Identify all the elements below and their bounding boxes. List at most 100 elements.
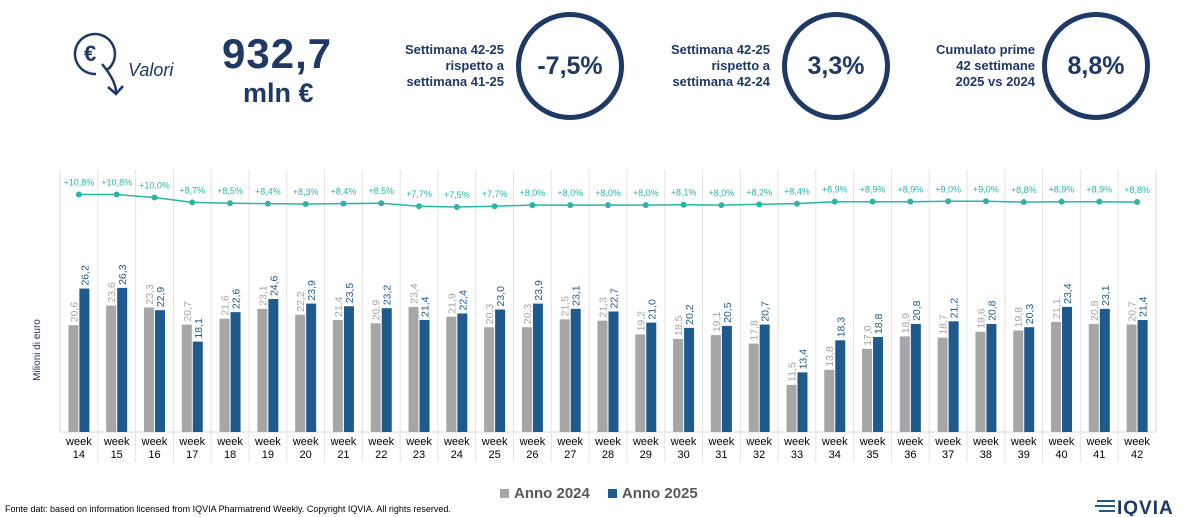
category-label-number: 42 (1131, 449, 1143, 461)
category-label-number: 23 (413, 449, 425, 461)
bar-2025 (608, 311, 619, 432)
bar-label-2025: 22,9 (155, 287, 167, 308)
bar-2025 (230, 312, 241, 432)
trend-label: +8,9% (822, 185, 848, 195)
trend-label: +8,9% (860, 185, 886, 195)
trend-point (227, 200, 234, 207)
bar-label-2024: 21,6 (220, 295, 232, 316)
category-label-word: week (65, 436, 92, 448)
category-label-number: 26 (526, 449, 538, 461)
trend-label: +8,0% (520, 188, 546, 198)
trend-point (491, 203, 498, 210)
bar-2025 (117, 287, 128, 432)
trend-point (1020, 199, 1027, 206)
bar-label-2024: 20,6 (68, 302, 80, 323)
bar-label-2025: 23,1 (1100, 285, 1112, 306)
bar-2025 (495, 309, 506, 432)
bar-label-2025: 20,3 (1024, 304, 1036, 325)
trend-label: +8,8% (1124, 185, 1150, 195)
category-label-word: week (481, 436, 508, 448)
category-label-number: 39 (1018, 449, 1030, 461)
trend-label: +7,7% (406, 189, 432, 199)
bar-2025 (457, 313, 468, 432)
legend-item-2024: Anno 2024 (500, 485, 590, 502)
valori-label: Valori (128, 60, 174, 80)
bar-label-2024: 23,4 (409, 283, 421, 304)
y-axis-label: Milioni di euro (32, 319, 43, 381)
kpi-week-vs-last-year-label: Settimana 42-25 rispetto a settimana 42-… (671, 42, 770, 89)
bar-label-2025: 20,8 (911, 300, 923, 321)
bar-2024 (181, 324, 192, 432)
trend-label: +9,0% (935, 184, 961, 194)
trend-point (642, 202, 649, 209)
bar-2025 (268, 299, 279, 432)
trend-point (264, 200, 271, 207)
category-label-word: week (594, 436, 621, 448)
category-label-number: 20 (300, 449, 312, 461)
category-label-number: 28 (602, 449, 614, 461)
bar-2024 (446, 316, 457, 432)
trend-label: +8,3% (293, 187, 319, 197)
category-label-word: week (934, 436, 961, 448)
bar-label-2024: 18,9 (900, 313, 912, 334)
trend-label: +10,8% (64, 177, 95, 187)
category-label-word: week (519, 436, 546, 448)
trend-label: +8,4% (784, 187, 810, 197)
legend-swatch-2024 (500, 489, 509, 498)
bar-label-2024: 13,8 (824, 346, 836, 367)
bar-2024 (862, 348, 873, 432)
category-label-number: 33 (791, 449, 803, 461)
bar-2024 (899, 336, 910, 432)
bar-label-2024: 21,9 (446, 293, 458, 314)
trend-label: +8,9% (897, 185, 923, 195)
trend-label: +9,0% (973, 184, 999, 194)
bar-2024 (484, 327, 495, 432)
category-label-number: 30 (677, 449, 689, 461)
bar-label-2024: 19,1 (711, 311, 723, 332)
bar-2025 (79, 288, 90, 432)
bar-label-2024: 23,1 (257, 285, 269, 306)
trend-label: +7,5% (444, 190, 470, 200)
category-label-word: week (103, 436, 130, 448)
kpi-cumulative-label: Cumulato prime 42 settimane 2025 vs 2024 (936, 42, 1035, 89)
bar-label-2024: 19,2 (635, 311, 647, 332)
bar-label-2025: 20,7 (760, 301, 772, 322)
kpi-week-vs-prev-week-value: -7,5% (516, 12, 624, 120)
bar-2025 (1099, 308, 1110, 432)
bar-chart: Milioni di euro20,626,2week1423,626,3wee… (32, 170, 1157, 462)
category-label-word: week (556, 436, 583, 448)
bar-2025 (721, 325, 732, 432)
category-label-number: 27 (564, 449, 576, 461)
bar-2025 (381, 308, 392, 432)
trend-point (340, 200, 347, 207)
trend-point (302, 200, 309, 207)
bar-2025 (986, 323, 997, 432)
category-label-number: 15 (111, 449, 123, 461)
bar-label-2025: 26,3 (117, 264, 129, 285)
category-label-word: week (897, 436, 924, 448)
bar-label-2024: 17,8 (749, 320, 761, 341)
trend-point (75, 191, 82, 198)
category-label-word: week (708, 436, 735, 448)
trend-point (416, 203, 423, 210)
total-value: 932,7 (222, 30, 333, 77)
bar-2025 (646, 322, 657, 432)
bar-label-2025: 23,4 (1062, 283, 1074, 304)
category-label-word: week (216, 436, 243, 448)
category-label-number: 36 (904, 449, 916, 461)
bar-label-2025: 22,4 (457, 290, 469, 311)
bar-label-2025: 20,8 (986, 300, 998, 321)
category-label-number: 38 (980, 449, 992, 461)
category-label-word: week (443, 436, 470, 448)
bar-label-2025: 20,5 (722, 302, 734, 323)
trend-label: +8,9% (1049, 185, 1075, 195)
bar-2024 (710, 335, 721, 432)
bar-label-2024: 18,7 (938, 314, 950, 335)
category-label-word: week (745, 436, 772, 448)
bar-2025 (835, 340, 846, 432)
kpi-week-vs-prev-week-label: Settimana 42-25 rispetto a settimana 41-… (405, 42, 504, 89)
category-label-number: 18 (224, 449, 236, 461)
bar-2024 (332, 319, 343, 432)
category-label-word: week (670, 436, 697, 448)
bar-label-2024: 20,3 (522, 304, 534, 325)
